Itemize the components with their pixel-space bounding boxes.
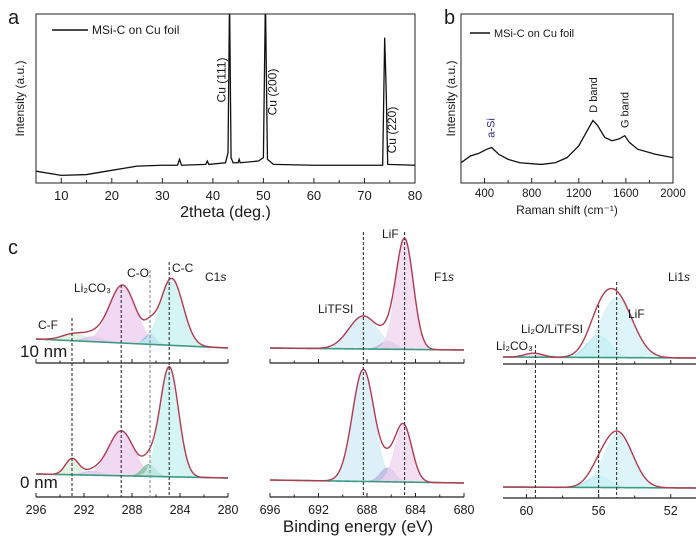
x-tick-label: 292 bbox=[74, 503, 95, 517]
x-tick-label: 1600 bbox=[613, 188, 639, 200]
x-tick-label: 284 bbox=[170, 503, 191, 517]
component-fill bbox=[502, 433, 697, 489]
x-tick-label: 288 bbox=[122, 503, 143, 517]
x-tick-label: 2000 bbox=[660, 188, 686, 200]
x-tick-label: 680 bbox=[454, 503, 475, 517]
annotation-cu-220: Cu (220) bbox=[385, 107, 399, 154]
legend-label: MSi-C on Cu foil bbox=[92, 23, 179, 37]
panel-letter-b: b bbox=[444, 7, 455, 29]
annotation-cu-111: Cu (111) bbox=[215, 58, 229, 103]
peak-label: Li₂O/LiTFSI bbox=[521, 322, 583, 336]
y-axis-label: Intensity (a.u.) bbox=[13, 60, 27, 136]
x-tick-label: 60 bbox=[519, 504, 533, 518]
peak-label: Li₂CO₃ bbox=[74, 281, 111, 295]
annotation-cu-200: Cu (200) bbox=[265, 69, 279, 116]
x-tick-label: 684 bbox=[405, 503, 426, 517]
x-tick-label: 40 bbox=[206, 188, 220, 203]
annotation-a-si: a-Si bbox=[485, 118, 497, 138]
x-tick-label: 280 bbox=[218, 503, 239, 517]
peak-label: Li₂CO₃ bbox=[496, 339, 533, 353]
x-tick-label: 20 bbox=[105, 188, 119, 203]
x-tick-label: 50 bbox=[256, 188, 270, 203]
depth-label-10nm: 10 nm bbox=[20, 342, 67, 361]
orbital: s bbox=[220, 270, 226, 284]
x-axis-label: Raman shift (cm⁻¹) bbox=[516, 203, 618, 217]
envelope-line bbox=[269, 368, 465, 484]
envelope-line bbox=[35, 365, 229, 479]
legend-label: MSi-C on Cu foil bbox=[494, 28, 574, 40]
orbital: s bbox=[448, 270, 454, 284]
envelope-line bbox=[35, 277, 229, 349]
x-tick-label: 692 bbox=[308, 503, 329, 517]
x-tick-label: 70 bbox=[357, 188, 371, 203]
x-tick-label: 60 bbox=[307, 188, 321, 203]
peak-label: LiTFSI bbox=[318, 302, 353, 316]
panel-letter-c: c bbox=[8, 237, 18, 259]
envelope-line bbox=[269, 237, 465, 351]
series-line-a bbox=[36, 14, 415, 177]
background-line bbox=[35, 473, 229, 479]
x-tick-label: 80 bbox=[408, 188, 422, 203]
annotation-g-band: G band bbox=[620, 92, 632, 128]
x-tick-label: 296 bbox=[26, 503, 47, 517]
x-tick-label: 696 bbox=[260, 503, 281, 517]
x-tick-label: 400 bbox=[475, 188, 494, 200]
plot-frame-a bbox=[35, 13, 416, 184]
peak-label: C-O bbox=[127, 266, 149, 280]
orbital: s bbox=[684, 270, 690, 284]
series-line-b bbox=[461, 119, 673, 166]
plot-frame-b bbox=[460, 13, 674, 184]
component-fill bbox=[269, 315, 465, 351]
subplot-title-Li1s: Li1s bbox=[668, 270, 690, 284]
x-tick-label: 30 bbox=[155, 188, 169, 203]
peak-label: LiF bbox=[628, 307, 645, 321]
background-line bbox=[35, 338, 229, 349]
envelope-line bbox=[502, 287, 697, 359]
x-tick-label: 1200 bbox=[566, 188, 592, 200]
panel-letter-a: a bbox=[8, 7, 20, 29]
subplot-title-C1s: C1s bbox=[205, 270, 226, 284]
x-tick-label: 52 bbox=[664, 504, 678, 518]
x-axis-label: 2theta (deg.) bbox=[180, 204, 271, 221]
depth-label-0nm: 0 nm bbox=[20, 473, 58, 492]
peak-label: C-F bbox=[38, 318, 58, 332]
subplot-title-F1s: F1s bbox=[434, 270, 454, 284]
annotation-d-band: D band bbox=[588, 77, 600, 112]
component-fill bbox=[269, 369, 465, 484]
peak-label: LiF bbox=[382, 227, 399, 241]
x-tick-label: 56 bbox=[592, 504, 606, 518]
y-axis-label: Intensity (a.u.) bbox=[444, 60, 458, 136]
x-tick-label: 688 bbox=[357, 503, 378, 517]
x-tick-label: 10 bbox=[54, 188, 68, 203]
peak-label: C-C bbox=[172, 261, 194, 275]
x-axis-label-c: Binding energy (eV) bbox=[283, 517, 433, 536]
x-tick-label: 800 bbox=[522, 188, 541, 200]
